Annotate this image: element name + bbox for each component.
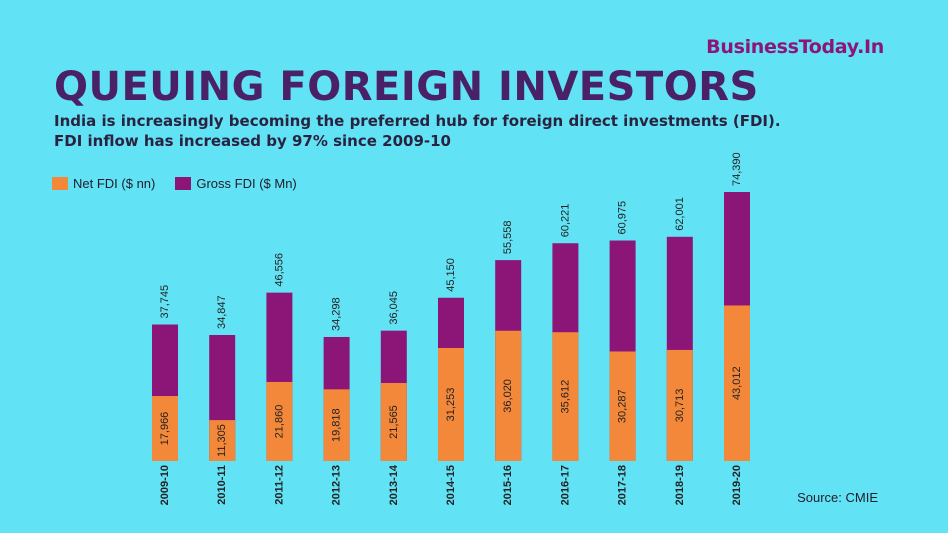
label-net-2016-17: 35,612 — [559, 380, 571, 414]
label-gross-2014-15: 45,150 — [445, 258, 457, 292]
category-label-2012-13: 2012-13 — [331, 465, 343, 505]
bar-net-2016-17 — [552, 332, 579, 461]
label-net-2019-20: 43,012 — [731, 366, 743, 400]
bar-net-2012-13 — [323, 389, 350, 461]
label-gross-2017-18: 60,975 — [617, 201, 629, 235]
legend-label-gross: Gross FDI ($ Mn) — [196, 176, 297, 191]
bar-net-2017-18 — [609, 351, 636, 461]
label-net-2017-18: 30,287 — [617, 389, 629, 423]
legend-item-gross: Gross FDI ($ Mn) — [175, 176, 297, 191]
subtitle-line-2: FDI inflow has increased by 97% since 20… — [54, 132, 451, 150]
label-gross-2009-10: 37,745 — [159, 285, 171, 319]
chart-title: QUEUING FOREIGN INVESTORS — [54, 64, 759, 110]
legend-swatch-gross — [175, 177, 192, 190]
bar-net-2010-11 — [209, 420, 236, 461]
subtitle-line-1: India is increasingly becoming the prefe… — [54, 112, 781, 130]
category-label-2015-16: 2015-16 — [502, 465, 514, 505]
bar-net-2011-12 — [266, 381, 293, 461]
legend-item-net: Net FDI ($ nn) — [52, 176, 155, 191]
category-label-2019-20: 2019-20 — [731, 465, 743, 505]
brand-logo: BusinessToday.In — [706, 36, 884, 58]
label-gross-2011-12: 46,556 — [273, 253, 285, 287]
label-net-2011-12: 21,860 — [273, 405, 285, 439]
label-net-2010-11: 11,305 — [216, 424, 228, 457]
label-net-2018-19: 30,713 — [674, 389, 686, 423]
category-label-2017-18: 2017-18 — [617, 465, 629, 505]
legend-swatch-net — [52, 177, 68, 190]
source-note: Source: CMIE — [797, 490, 878, 505]
bar-net-2013-14 — [380, 383, 407, 461]
category-label-2018-19: 2018-19 — [674, 465, 686, 505]
bar-net-2019-20 — [724, 305, 750, 461]
bar-net-2015-16 — [495, 330, 522, 461]
category-label-2013-14: 2013-14 — [388, 464, 400, 505]
label-gross-2012-13: 34,298 — [331, 297, 343, 331]
label-gross-2018-19: 62,001 — [674, 197, 686, 231]
category-label-2010-11: 2010-11 — [216, 465, 228, 505]
label-gross-2010-11: 34,847 — [216, 295, 228, 329]
category-label-2014-15: 2014-15 — [445, 465, 457, 505]
bar-net-2018-19 — [666, 349, 693, 461]
category-label-2009-10: 2009-10 — [159, 465, 171, 505]
bar-net-2009-10 — [152, 396, 178, 461]
label-gross-2015-16: 55,558 — [502, 220, 514, 254]
label-net-2015-16: 36,020 — [502, 379, 514, 413]
label-gross-2019-20: 74,390 — [731, 152, 743, 186]
label-net-2009-10: 17,966 — [159, 412, 171, 446]
category-label-2011-12: 2011-12 — [273, 465, 285, 505]
bar-net-2014-15 — [438, 347, 464, 461]
label-gross-2016-17: 60,221 — [559, 204, 571, 238]
label-net-2014-15: 31,253 — [445, 388, 457, 422]
legend-label-net: Net FDI ($ nn) — [73, 176, 156, 191]
label-net-2013-14: 21,565 — [388, 405, 400, 439]
label-net-2012-13: 19,818 — [331, 408, 343, 442]
legend: Net FDI ($ nn) Gross FDI ($ Mn) — [52, 176, 309, 191]
category-label-2016-17: 2016-17 — [559, 465, 571, 505]
label-gross-2013-14: 36,045 — [388, 291, 400, 325]
